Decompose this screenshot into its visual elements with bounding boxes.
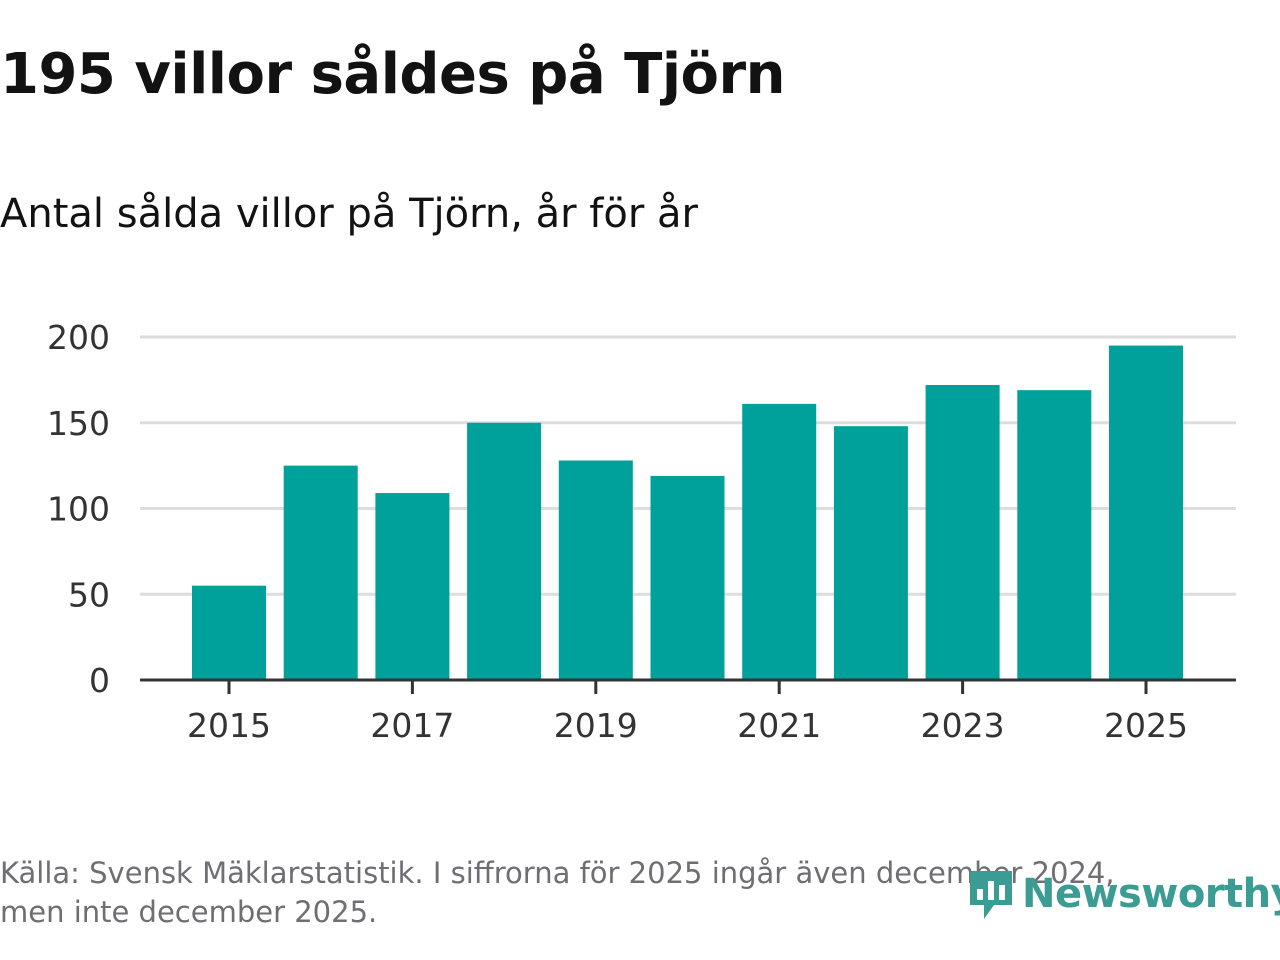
bar-2015: [192, 585, 266, 680]
bar-chart: 0 50 100 150 200 2015 2017 2019 2021 2023 2025: [47, 318, 1236, 745]
y-tick-label-150: 150: [47, 404, 110, 443]
y-tick-label-0: 0: [89, 661, 110, 700]
y-tick-label-50: 50: [68, 575, 110, 614]
source-note-line-1: Källa: Svensk Mäklarstatistik. I siffror…: [0, 856, 1115, 890]
y-tick-label-100: 100: [47, 490, 110, 529]
bar-2017: [375, 493, 450, 680]
newsworthy-logo-icon: [970, 871, 1012, 919]
bar-2018: [467, 422, 542, 680]
bar-2022: [833, 426, 908, 680]
x-tick-label-2019: 2019: [554, 706, 638, 745]
newsworthy-logo-text: Newsworthy: [1022, 871, 1280, 917]
x-tick-label-2021: 2021: [737, 706, 821, 745]
chart-subtitle: Antal sålda villor på Tjörn, år för år: [0, 191, 698, 237]
y-tick-label-200: 200: [47, 318, 110, 357]
newsworthy-logo: Newsworthy: [966, 864, 1280, 924]
bar-2021: [742, 403, 817, 680]
bar-2024: [1017, 390, 1092, 680]
bar-2020: [650, 475, 725, 680]
bar-2025: [1109, 345, 1183, 680]
x-tick-label-2017: 2017: [370, 706, 454, 745]
source-note: Källa: Svensk Mäklarstatistik. I siffror…: [0, 854, 1220, 932]
bar-2019: [558, 460, 633, 680]
source-note-line-2: men inte december 2025.: [0, 895, 378, 929]
chart-title: 195 villor såldes på Tjörn: [0, 42, 786, 107]
x-tick-label-2025: 2025: [1104, 706, 1188, 745]
bar-2016: [283, 465, 358, 680]
x-tick-label-2015: 2015: [187, 706, 271, 745]
bar-2023: [925, 385, 1000, 680]
x-tick-label-2023: 2023: [921, 706, 1005, 745]
